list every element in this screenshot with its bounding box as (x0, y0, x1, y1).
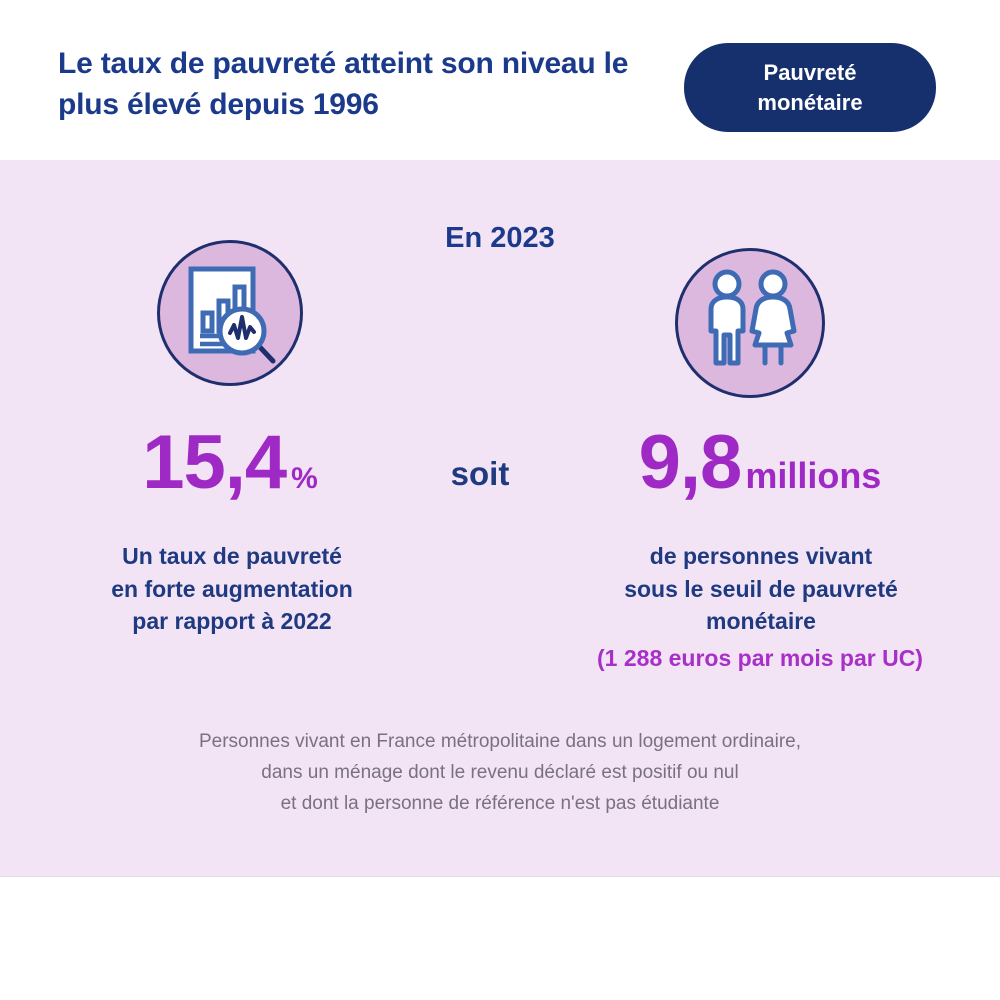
people-count-value: 9,8 (638, 420, 743, 505)
document-chart-magnifier-glyph (188, 266, 276, 364)
poverty-threshold-note: (1 288 euros par mois par UC) (597, 645, 923, 671)
two-people-glyph (708, 269, 797, 366)
footer-divider (0, 876, 1000, 877)
page-title: Le taux de pauvreté atteint son niveau l… (58, 47, 629, 122)
topic-badge: Pauvreté monétaire (684, 43, 936, 132)
connector-label: soit (450, 455, 510, 492)
header: Le taux de pauvreté atteint son niveau l… (0, 0, 1000, 160)
poverty-rate-value: 15,4 (142, 420, 287, 505)
badge-label-line2: monétaire (757, 89, 863, 115)
scope-footnote: Personnes vivant en France métropolitain… (198, 731, 802, 814)
footer: Insee Insee Première - n°2063 - Juillet … (0, 877, 1000, 1000)
year-label: En 2023 (445, 222, 555, 254)
right-statistic: 9,8 millions (560, 425, 960, 501)
people-count-unit: millions (745, 455, 882, 496)
poverty-rate-unit: % (291, 462, 318, 495)
document-chart-magnifier-icon (157, 240, 303, 386)
two-people-icon (675, 248, 825, 398)
badge-label-line1: Pauvreté (763, 60, 857, 86)
left-statistic: 15,4% (60, 425, 400, 501)
right-description: de personnes vivant sous le seuil de pau… (624, 543, 898, 635)
left-description: Un taux de pauvreté en forte augmentatio… (111, 543, 353, 635)
